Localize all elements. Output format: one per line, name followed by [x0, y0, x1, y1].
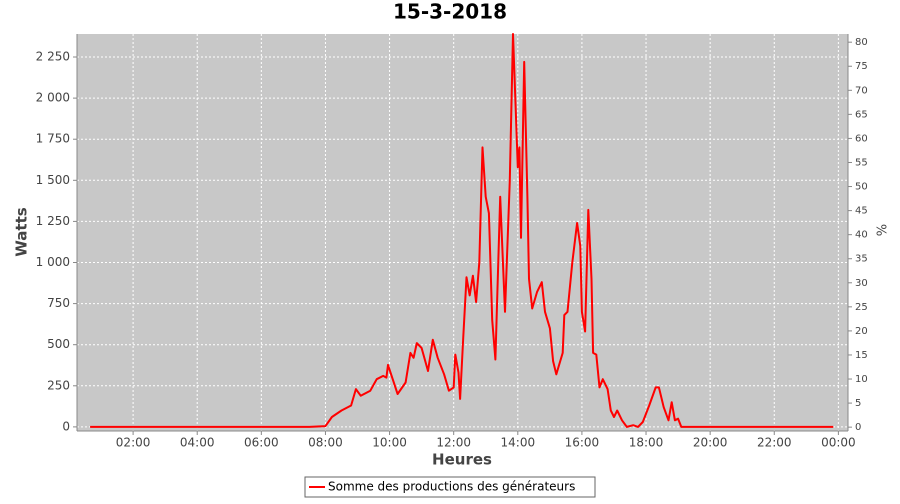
y-tick-label: 1 500 — [36, 173, 70, 187]
x-tick-label: 18:00 — [629, 436, 664, 450]
y-tick-label: 250 — [47, 378, 70, 392]
y2-tick-label: 25 — [855, 302, 868, 313]
y-tick-label: 2 250 — [36, 50, 70, 64]
x-tick-label: 08:00 — [308, 436, 343, 450]
y2-tick-label: 20 — [855, 326, 868, 337]
y2-tick-label: 5 — [855, 398, 861, 409]
y2-tick-label: 45 — [855, 206, 868, 217]
x-tick-label: 20:00 — [693, 436, 728, 450]
x-tick-label: 02:00 — [116, 436, 151, 450]
y-tick-label: 1 750 — [36, 132, 70, 146]
legend — [304, 476, 596, 498]
y2-tick-label: 55 — [855, 157, 868, 168]
y2-tick-label: 30 — [855, 278, 868, 289]
x-tick-label: 16:00 — [565, 436, 600, 450]
x-tick-label: 22:00 — [757, 436, 792, 450]
y-tick-label: 1 250 — [36, 214, 70, 228]
x-tick-label: 14:00 — [501, 436, 536, 450]
x-tick-label: 10:00 — [372, 436, 407, 450]
y-tick-label: 1 000 — [36, 255, 70, 269]
y-tick-label: 500 — [47, 337, 70, 351]
y2-tick-label: 40 — [855, 230, 868, 241]
y2-tick-label: 50 — [855, 182, 868, 193]
y2-tick-label: 0 — [855, 422, 861, 433]
x-tick-label: 06:00 — [244, 436, 279, 450]
y2-tick-label: 10 — [855, 374, 868, 385]
y2-tick-label: 15 — [855, 350, 868, 361]
y2-tick-label: 35 — [855, 254, 868, 265]
x-tick-label: 00:00 — [821, 436, 856, 450]
x-tick-label: 12:00 — [436, 436, 471, 450]
series-line — [90, 33, 834, 428]
y-axis-label: Watts — [13, 207, 31, 256]
y-tick-label: 2 000 — [36, 91, 70, 105]
x-tick-label: 04:00 — [180, 436, 215, 450]
y2-axis-label: % — [876, 224, 891, 236]
y2-tick-label: 75 — [855, 61, 868, 72]
chart-title: 15-3-2018 — [393, 0, 507, 24]
y2-tick-label: 60 — [855, 133, 868, 144]
y2-tick-label: 65 — [855, 109, 868, 120]
y-tick-label: 0 — [62, 419, 70, 433]
y2-tick-label: 80 — [855, 37, 868, 48]
x-axis-label: Heures — [432, 451, 492, 469]
y-tick-label: 750 — [47, 296, 70, 310]
y2-tick-label: 70 — [855, 85, 868, 96]
legend-label: Somme des productions des générateurs — [328, 480, 575, 494]
